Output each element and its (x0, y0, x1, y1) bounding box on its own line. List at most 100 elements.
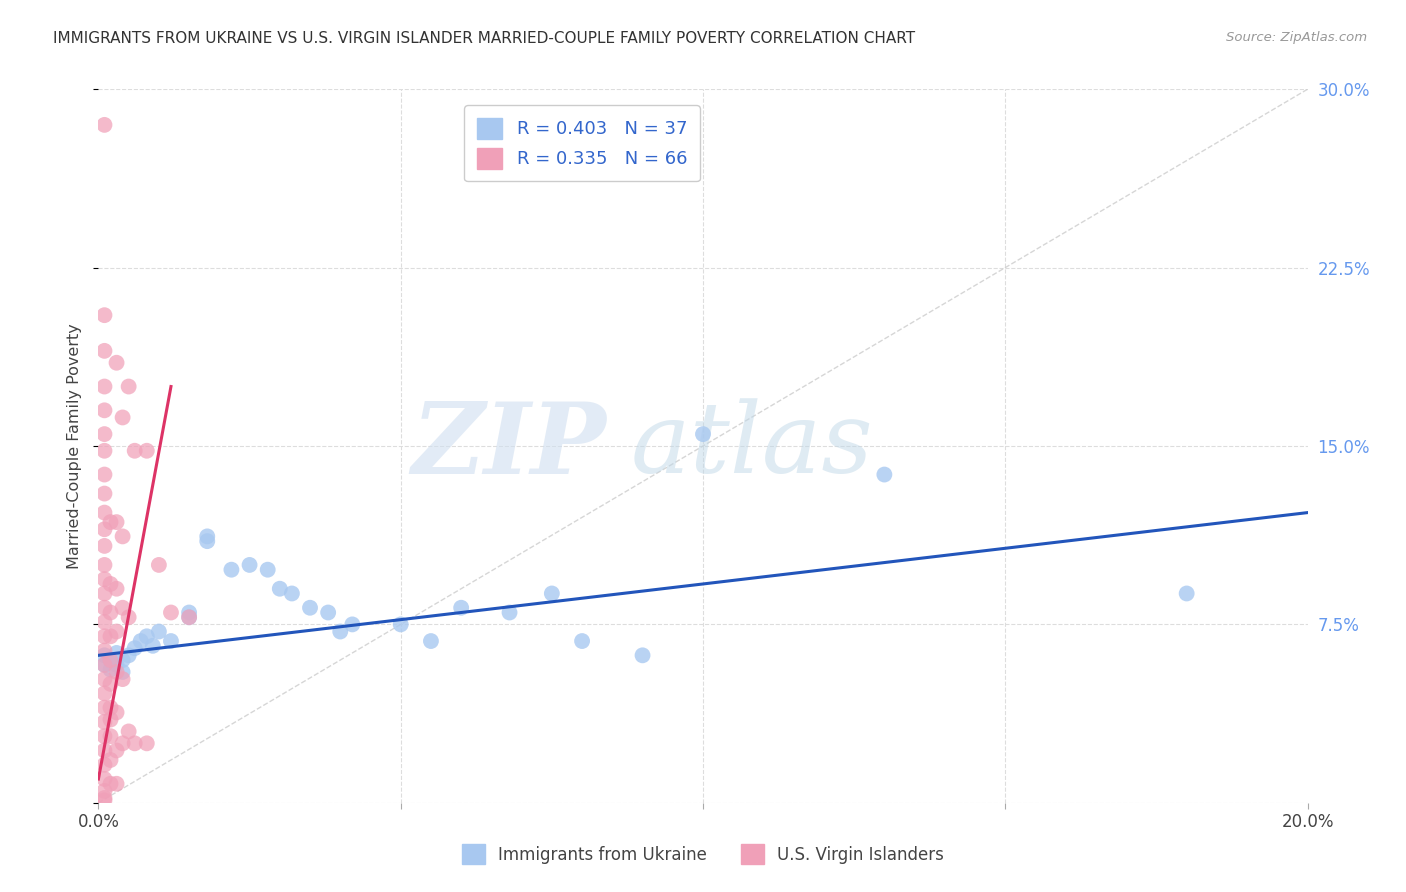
Point (100, 777, 122, 791)
Point (100, 677, 122, 691)
Point (93, 379, 115, 393)
Point (100, 629, 122, 643)
Y-axis label: Married-Couple Family Poverty: Married-Couple Family Poverty (67, 323, 83, 569)
Point (100, 663, 122, 677)
Legend: R = 0.403   N = 37, R = 0.335   N = 66: R = 0.403 N = 37, R = 0.335 N = 66 (464, 105, 700, 181)
Point (498, 606, 520, 620)
Point (316, 606, 339, 620)
Point (148, 558, 170, 572)
Point (93, 643, 115, 657)
Point (195, 529, 218, 543)
Point (299, 600, 322, 615)
Point (93, 729, 115, 743)
Point (93, 572, 115, 586)
Point (129, 634, 152, 648)
Point (111, 672, 134, 686)
Point (93, 522, 115, 536)
Point (124, 641, 146, 656)
Point (93, 743, 115, 757)
Point (135, 629, 157, 643)
Point (571, 634, 593, 648)
Point (100, 577, 122, 591)
Point (135, 443, 157, 458)
Point (105, 743, 128, 757)
Point (100, 515, 122, 529)
Point (93, 672, 115, 686)
Text: atlas: atlas (630, 399, 873, 493)
Point (239, 558, 262, 572)
Point (93, 772, 115, 786)
Point (93, 467, 115, 482)
Point (111, 665, 134, 679)
Point (93, 793, 115, 807)
Point (105, 777, 128, 791)
Point (100, 713, 122, 727)
Point (105, 665, 128, 679)
Point (93, 427, 115, 442)
Point (93, 600, 115, 615)
Point (329, 624, 352, 639)
Point (111, 600, 134, 615)
Point (179, 610, 201, 624)
Point (100, 729, 122, 743)
Point (118, 648, 141, 663)
Point (105, 582, 128, 596)
Point (93, 657, 115, 672)
Point (195, 534, 218, 549)
Point (111, 529, 134, 543)
Point (221, 563, 243, 577)
Point (93, 586, 115, 600)
Point (450, 600, 472, 615)
Point (179, 610, 201, 624)
Point (111, 653, 134, 667)
Point (692, 427, 714, 442)
Point (160, 606, 183, 620)
Point (124, 736, 146, 750)
Point (160, 634, 183, 648)
Point (93, 686, 115, 700)
Point (93, 118, 115, 132)
Point (111, 736, 134, 750)
Point (179, 606, 201, 620)
Point (420, 634, 443, 648)
Point (93, 558, 115, 572)
Point (93, 486, 115, 500)
Point (100, 653, 122, 667)
Point (93, 700, 115, 714)
Point (105, 624, 128, 639)
Point (281, 586, 304, 600)
Point (93, 343, 115, 358)
Point (135, 736, 157, 750)
Point (93, 657, 115, 672)
Point (105, 706, 128, 720)
Point (93, 308, 115, 322)
Point (124, 443, 146, 458)
Point (93, 784, 115, 798)
Point (93, 615, 115, 629)
Point (105, 515, 128, 529)
Point (105, 356, 128, 370)
Point (93, 648, 115, 663)
Point (93, 757, 115, 772)
Point (148, 624, 170, 639)
Point (93, 629, 115, 643)
Point (342, 617, 364, 632)
Point (105, 646, 128, 660)
Point (93, 506, 115, 520)
Point (93, 443, 115, 458)
Point (105, 657, 128, 672)
Point (540, 586, 562, 600)
Point (100, 653, 122, 667)
Point (111, 410, 134, 425)
Point (631, 648, 654, 663)
Point (142, 639, 165, 653)
Point (118, 724, 141, 739)
Point (1175, 586, 1198, 600)
Point (389, 617, 412, 632)
Text: Source: ZipAtlas.com: Source: ZipAtlas.com (1226, 31, 1367, 45)
Point (118, 610, 141, 624)
Text: IMMIGRANTS FROM UKRAINE VS U.S. VIRGIN ISLANDER MARRIED-COUPLE FAMILY POVERTY CO: IMMIGRANTS FROM UKRAINE VS U.S. VIRGIN I… (53, 31, 915, 46)
Point (100, 753, 122, 767)
Point (873, 467, 896, 482)
Point (256, 563, 278, 577)
